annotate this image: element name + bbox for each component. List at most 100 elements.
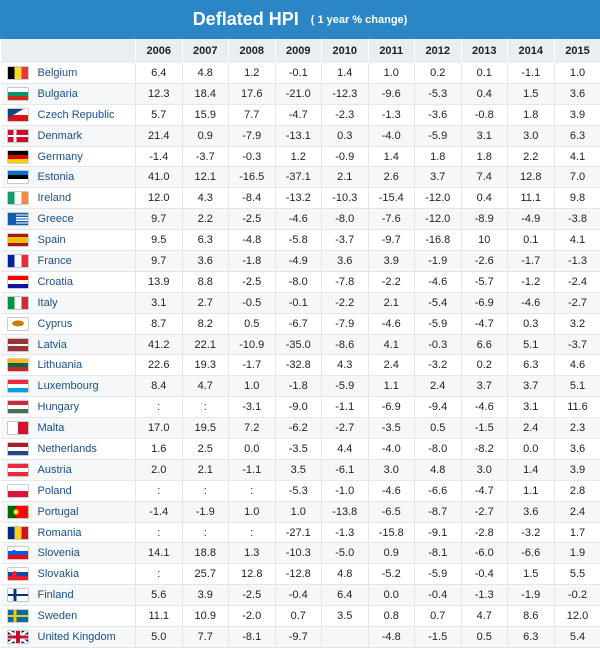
value-cell: 8.4 [136,376,183,397]
value-cell: 5.7 [136,104,183,125]
value-cell: -0.1 [275,292,322,313]
value-cell: 4.4 [322,439,369,460]
column-header-2013: 2013 [461,39,508,63]
value-cell: 2.2 [182,209,229,230]
column-header-2012: 2012 [415,39,462,63]
romania-flag-icon [8,527,28,539]
value-cell: 41.0 [136,167,183,188]
country-name: Bulgaria [38,88,78,100]
column-header-2007: 2007 [182,39,229,63]
value-cell: 5.1 [554,376,600,397]
country-cell: Italy [1,292,136,313]
value-cell: 2.4 [554,501,600,522]
value-cell: 1.0 [229,501,276,522]
value-cell: 0.1 [508,230,555,251]
value-cell: 1.7 [554,522,600,543]
value-cell: -16.5 [229,167,276,188]
country-name: Austria [38,464,72,476]
value-cell: 6.4 [322,585,369,606]
country-name: United Kingdom [38,631,116,643]
value-cell: 7.7 [229,104,276,125]
country-cell: Spain [1,230,136,251]
value-cell: -1.9 [415,251,462,272]
value-cell: 0.7 [275,606,322,627]
value-cell: : [229,522,276,543]
country-cell: Latvia [1,334,136,355]
slovenia-flag-icon [8,547,28,559]
value-cell: -7.9 [229,125,276,146]
value-cell: 4.1 [368,334,415,355]
value-cell: : [136,522,183,543]
country-name: Czech Republic [38,109,115,121]
value-cell: 9.5 [136,230,183,251]
denmark-flag-icon [8,130,28,142]
value-cell: -4.0 [368,439,415,460]
column-header-2010: 2010 [322,39,369,63]
germany-flag-icon [8,151,28,163]
united-kingdom-flag-icon [8,631,28,643]
value-cell: -4.7 [461,313,508,334]
value-cell: 3.9 [368,251,415,272]
value-cell: 3.6 [508,501,555,522]
value-cell: -5.9 [415,125,462,146]
country-name: Ireland [38,192,72,204]
value-cell: -8.0 [275,271,322,292]
value-cell: -4.6 [368,313,415,334]
value-cell: -10.3 [322,188,369,209]
country-cell: Austria [1,459,136,480]
value-cell: -4.9 [508,209,555,230]
value-cell: -0.5 [229,292,276,313]
country-name: Poland [38,485,72,497]
italy-flag-icon [8,297,28,309]
value-cell: 0.4 [461,188,508,209]
value-cell: -3.2 [415,355,462,376]
column-header-2006: 2006 [136,39,183,63]
value-cell: 4.7 [461,606,508,627]
value-cell: -8.2 [461,439,508,460]
value-cell: -5.9 [322,376,369,397]
value-cell: 13.9 [136,271,183,292]
country-name: Slovenia [38,547,80,559]
value-cell: 4.1 [554,146,600,167]
value-cell: -9.6 [368,83,415,104]
value-cell: 2.1 [322,167,369,188]
value-cell: -1.8 [275,376,322,397]
table-header-row: 2006 2007 2008 2009 2010 2011 2012 2013 … [1,39,600,63]
value-cell: -1.2 [508,271,555,292]
value-cell: 2.3 [554,418,600,439]
value-cell: -1.4 [136,146,183,167]
column-header-2014: 2014 [508,39,555,63]
hpi-table: 2006 2007 2008 2009 2010 2011 2012 2013 … [0,39,600,648]
value-cell: 8.8 [182,271,229,292]
value-cell: 3.0 [368,459,415,480]
value-cell: 18.4 [182,83,229,104]
value-cell: -4.6 [461,397,508,418]
value-cell: -0.8 [461,104,508,125]
hungary-flag-icon [8,401,28,413]
value-cell: -8.0 [322,209,369,230]
country-name: Latvia [38,339,67,351]
value-cell: -2.7 [322,418,369,439]
greece-flag-icon [8,213,28,225]
country-cell: Romania [1,522,136,543]
country-name: Netherlands [38,443,97,455]
country-cell: Belgium [1,63,136,83]
value-cell: -4.6 [275,209,322,230]
value-cell: -5.7 [461,271,508,292]
value-cell: 1.8 [461,146,508,167]
value-cell: : [136,564,183,585]
value-cell: 1.1 [368,376,415,397]
title-bar: Deflated HPI ( 1 year % change) [0,0,600,39]
country-cell: Lithuania [1,355,136,376]
value-cell: -2.8 [461,522,508,543]
value-cell: -37.1 [275,167,322,188]
country-cell: Cyprus [1,313,136,334]
value-cell: -0.1 [275,63,322,83]
value-cell: -3.7 [322,230,369,251]
value-cell: -6.2 [275,418,322,439]
